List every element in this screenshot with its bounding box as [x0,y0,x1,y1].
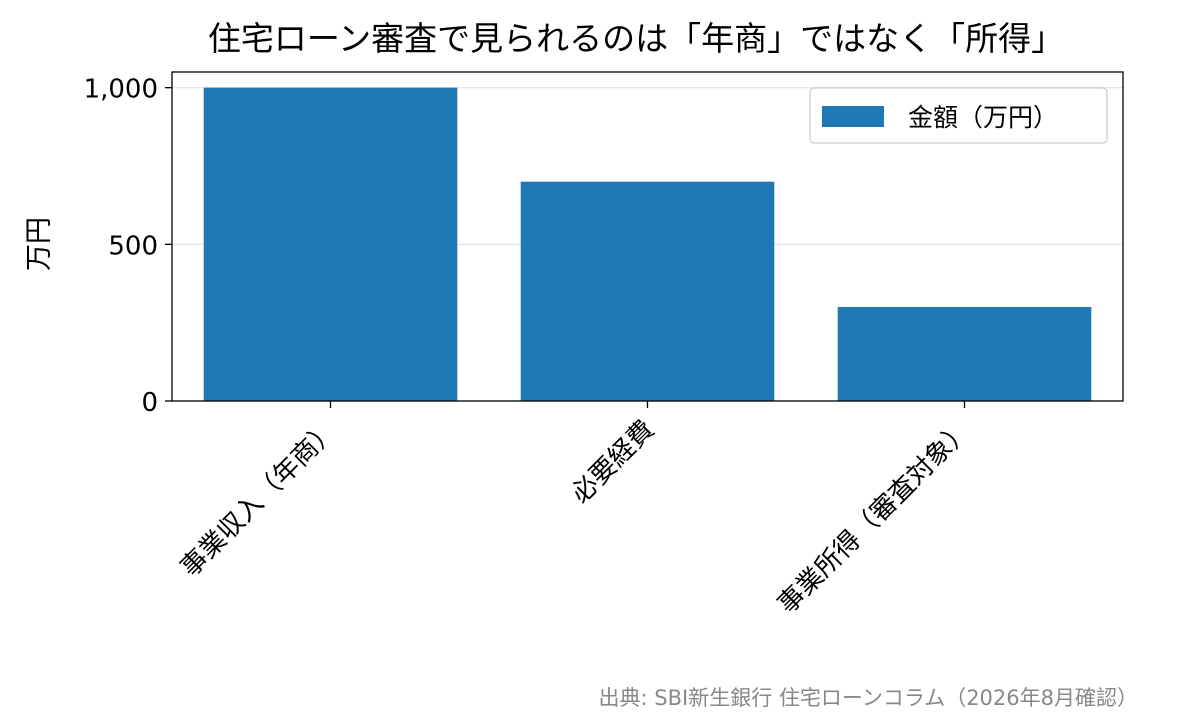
legend-box [809,87,1108,144]
bar [837,307,1092,401]
legend-label: 金額（万円） [908,103,1058,132]
x-tick-label: 必要経費 [566,415,661,510]
x-tick-label: 事業所得（審査対象） [772,415,977,620]
y-tick-label: 500 [108,231,158,261]
bar [520,181,775,401]
y-tick-label: 0 [141,388,158,418]
legend: 金額（万円） [809,87,1108,144]
source-note: 出典: SBI新生銀行 住宅ローンコラム（2026年8月確認） [599,686,1138,710]
x-tick-label: 事業収入（年商） [175,415,343,583]
bar [203,87,458,402]
y-axis-label: 万円 [24,217,55,271]
chart-title: 住宅ローン審査で見られるのは「年商」ではなく「所得」 [208,19,1064,58]
x-axis-ticks: 事業収入（年商） 必要経費 事業所得（審査対象） [175,401,977,620]
legend-swatch [822,106,884,127]
bar-group [203,87,1092,402]
y-tick-label: 1,000 [84,75,158,105]
y-axis-ticks: 0 500 1,000 [84,75,172,418]
